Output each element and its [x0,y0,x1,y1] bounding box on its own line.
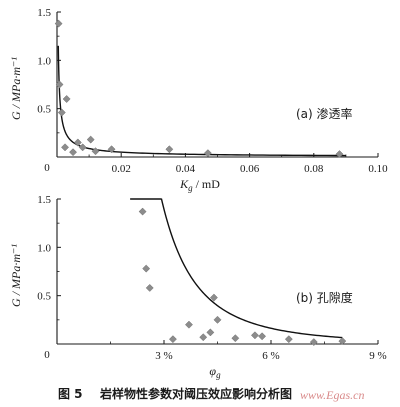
panel-b-data-point [213,315,222,324]
panel-a-data-point [57,108,66,117]
panel-a-origin-label: 0 [44,162,50,174]
panel-b-x-tick-label: 3 % [155,350,172,362]
panel-a-data-point [62,95,71,103]
panel-b-data-point [138,207,147,216]
panel-a-x-tick-label: 0.06 [240,163,260,175]
panel-a-x-axis-label: Kg / mD [179,177,220,193]
panel-a-data-point [73,138,82,147]
panel-b-y-axis-label: G / MPa·m⁻¹ [9,244,23,307]
panel-a-data-point [203,149,212,158]
panel-b-data-point [309,338,318,347]
panel-a-data-point [54,19,63,28]
figure-caption-text: 岩样物性参数对阈压效应影响分析图 [99,386,292,401]
panel-a-data-point [335,150,344,159]
panel-b-data-point [199,333,208,342]
panel-b-x-axis-label: φg [209,364,221,380]
panel-a-data-point [69,148,78,157]
panel-b-data-point [145,283,154,292]
panel-a-x-tick-label: 0.08 [304,163,324,175]
panel-b-y-tick-label: 1.0 [37,242,51,254]
panel-a-data-point [107,145,116,154]
panel-b-data-point [142,264,151,273]
panel-a-y-tick-label: 1.5 [37,7,51,19]
panel-b-data-point [185,320,193,329]
panel-b-x-tick-label: 9 % [369,350,386,362]
panel-a-x-tick-label: 0.10 [368,163,388,175]
panel-b-data-point [231,334,240,343]
chart-panel-b: 0.5 1.0 1.5 0 3 % 6 % 9 % G / MPa·m⁻¹ φg (b) 孔隙度 [9,194,387,380]
panel-a-y-tick-label: 1.0 [37,55,51,67]
panel-a-fit-curve [57,45,346,157]
panel-b-y-tick-label: 0.5 [37,291,51,303]
panel-a-label: (a) 渗透率 [296,106,353,121]
panel-a-data-point [78,143,87,152]
panel-b-y-tick-label: 1.5 [37,194,51,206]
panel-a-data-point [55,80,64,89]
figure-caption-number: 图 5 [58,387,83,401]
panel-b-data-point [168,335,177,344]
panel-a-x-tick-label: 0.02 [112,163,131,175]
panel-b-data-point [209,293,218,302]
panel-b-origin-label: 0 [44,349,50,361]
panel-b-fit-curve [130,198,343,339]
panel-b-data-point [284,335,293,344]
panel-a-data-point [91,147,100,156]
panel-a-data-point [61,143,69,152]
panel-b-data-point [338,337,347,346]
watermark: www.Egas.cn [300,388,364,402]
panel-b-data-point [206,328,215,337]
panel-a-x-tick-label: 0.04 [176,163,196,175]
panel-b-data-point [250,331,259,340]
panel-b-data-point [258,332,267,341]
chart-panel-a: 0.5 1.0 1.5 0 0.02 0.04 0.06 0.08 0.10 G / MPa·m⁻… [9,7,388,193]
panel-a-y-axis-label: G / MPa·m⁻¹ [9,57,23,120]
panel-a-y-tick-label: 0.5 [37,104,51,116]
panel-a-data-point [86,135,95,144]
panel-a-data-point [165,145,174,154]
panel-b-label: (b) 孔隙度 [296,290,353,305]
panel-b-x-tick-label: 6 % [262,350,279,362]
